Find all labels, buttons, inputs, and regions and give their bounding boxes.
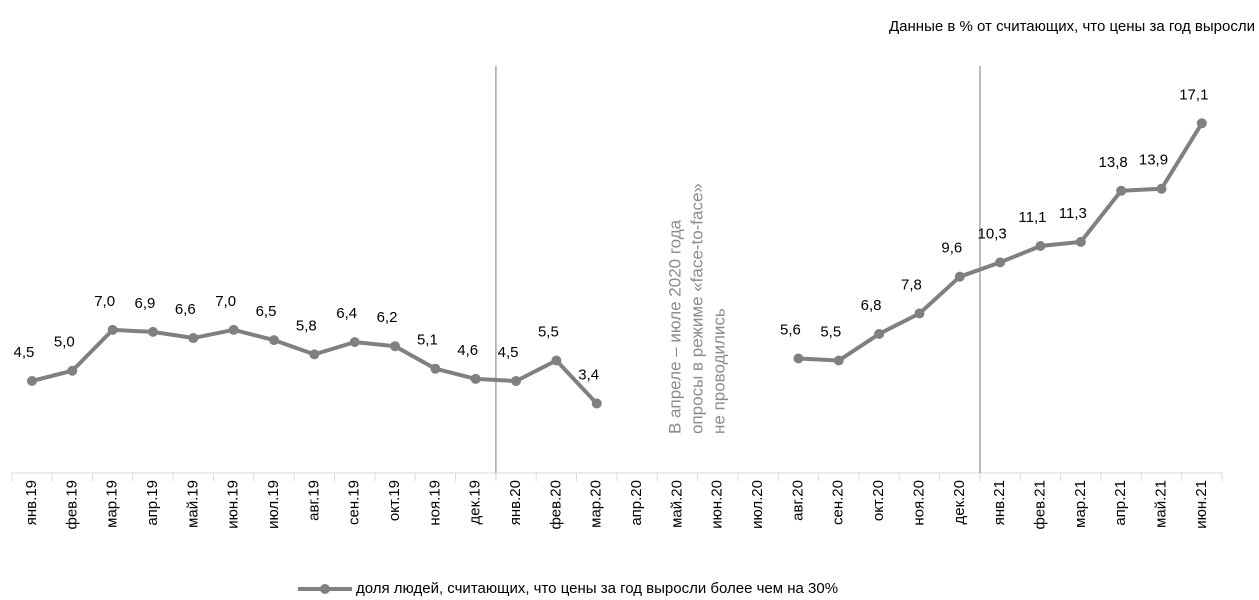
point	[1116, 185, 1127, 196]
point	[349, 337, 360, 348]
x-tick-label: апр.21	[1112, 480, 1129, 526]
data-label: 5,5	[820, 323, 841, 340]
point	[833, 355, 844, 366]
x-tick-label: ноя.19	[426, 480, 443, 526]
data-label: 7,8	[901, 276, 922, 293]
data-label: 4,5	[498, 344, 519, 361]
data-label: 4,6	[457, 342, 478, 359]
data-label: 6,8	[861, 297, 882, 314]
data-label: 5,1	[417, 332, 438, 349]
x-tick-label: окт.19	[386, 480, 403, 521]
data-label: 6,6	[175, 301, 196, 318]
x-tick-label: фев.21	[1031, 480, 1048, 530]
x-tick-label: янв.19	[23, 480, 40, 525]
x-tick-label: фев.19	[63, 480, 80, 530]
x-tick-label: июн.20	[709, 480, 726, 529]
data-label: 7,0	[94, 293, 115, 310]
annotation: не проводились	[709, 308, 728, 434]
point	[67, 365, 78, 376]
x-tick-label: май.19	[184, 480, 201, 528]
legend-marker	[320, 584, 330, 594]
x-tick-label: май.20	[668, 480, 685, 528]
data-label: 5,5	[538, 323, 559, 340]
point	[188, 333, 199, 344]
x-tick-label: ноя.20	[910, 480, 927, 526]
x-tick-label: апр.19	[144, 480, 161, 526]
chart-subtitle: Данные в % от считающих, что цены за год…	[889, 18, 1255, 35]
point	[430, 363, 441, 374]
point	[995, 257, 1006, 268]
data-label: 17,1	[1179, 86, 1208, 103]
point	[309, 349, 320, 360]
x-tick-label: янв.20	[507, 480, 524, 525]
data-label: 7,0	[215, 293, 236, 310]
x-tick-label: янв.21	[991, 480, 1008, 525]
point	[793, 353, 804, 364]
data-label: 13,9	[1139, 152, 1168, 169]
annotation: В апреле – июле 2020 года	[665, 219, 684, 434]
x-tick-label: июл.20	[749, 480, 766, 529]
data-label: 5,6	[780, 321, 801, 338]
data-label: 10,3	[978, 225, 1007, 242]
x-tick-label: авг.19	[305, 480, 322, 521]
point	[107, 324, 118, 335]
point	[390, 341, 401, 352]
point	[1196, 118, 1207, 129]
data-label: 3,4	[578, 366, 599, 383]
data-label: 11,1	[1018, 209, 1046, 226]
data-label: 9,6	[941, 240, 962, 257]
data-label: 6,5	[256, 303, 277, 320]
x-tick-label: мар.21	[1072, 480, 1089, 528]
point	[954, 271, 965, 282]
data-label: 6,2	[377, 309, 398, 326]
series-line	[31, 122, 1204, 405]
point	[511, 375, 522, 386]
point	[147, 326, 158, 337]
x-tick-label: дек.20	[951, 480, 968, 525]
point	[470, 373, 481, 384]
point	[551, 355, 562, 366]
annotation: опросы в режиме «face-to-face»	[687, 183, 706, 434]
point	[1075, 236, 1086, 247]
data-label: 6,4	[336, 305, 357, 322]
data-label: 11,3	[1059, 205, 1087, 222]
x-tick-label: авг.20	[789, 480, 806, 521]
data-label: 5,8	[296, 317, 317, 334]
x-tick-label: окт.20	[870, 480, 887, 521]
x-tick-label: июн.21	[1193, 480, 1210, 529]
x-tick-label: мар.20	[588, 480, 605, 528]
point	[591, 398, 602, 409]
x-tick-label: сен.20	[830, 480, 847, 525]
x-tick-label: май.21	[1152, 480, 1169, 528]
data-label: 6,9	[135, 295, 156, 312]
point	[1156, 183, 1167, 194]
x-tick-label: фев.20	[547, 480, 564, 530]
point	[914, 308, 925, 319]
x-tick-label: апр.20	[628, 480, 645, 526]
x-tick-label: сен.19	[346, 480, 363, 525]
data-label: 4,5	[14, 344, 35, 361]
data-label: 5,0	[54, 334, 75, 351]
data-label: 13,8	[1099, 154, 1128, 171]
point	[874, 328, 885, 339]
x-tick-label: дек.19	[467, 480, 484, 525]
x-tick-label: июл.19	[265, 480, 282, 529]
point	[269, 335, 280, 346]
x-tick-label: мар.19	[104, 480, 121, 528]
point	[1035, 241, 1046, 252]
x-tick-label: июн.19	[225, 480, 242, 529]
legend-label: доля людей, считающих, что цены за год в…	[356, 580, 838, 597]
point	[26, 375, 37, 386]
point	[228, 324, 239, 335]
